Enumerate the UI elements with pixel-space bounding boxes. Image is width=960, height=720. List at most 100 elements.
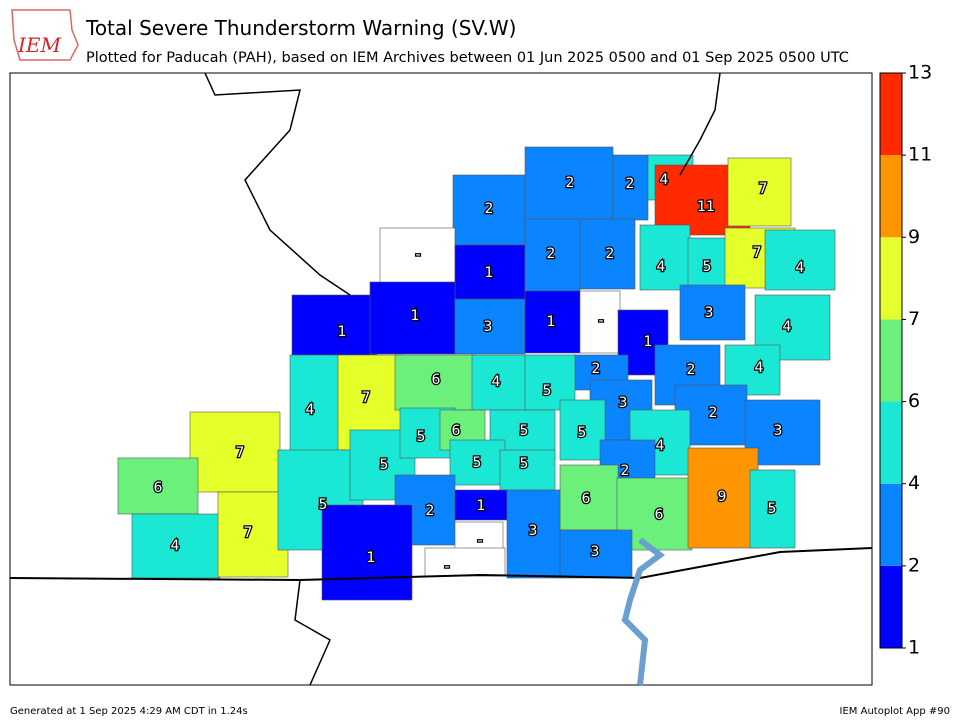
logo-outline [11,9,79,61]
county-label: 4 [755,360,764,376]
county-label: 5 [543,383,552,399]
county-label: 4 [660,172,669,188]
county-label: 6 [582,491,591,507]
county [379,227,456,284]
county-label: 5 [520,423,529,439]
county [639,224,691,291]
colorbar-segment [880,483,902,566]
colorbar: 1 2 4 6 7 9 11 13 [879,62,932,659]
county-label: 2 [426,503,435,519]
county [727,157,792,227]
county-label: 1 [338,324,347,340]
colorbar-segment [880,73,902,156]
county-label: 2 [547,246,556,262]
county-label: 1 [477,498,486,514]
county-label: 4 [306,402,315,418]
county [454,298,526,355]
county [579,290,621,354]
colorbar-tick-label: 9 [908,226,920,248]
county [454,244,526,301]
county [679,284,746,341]
county [559,399,606,461]
county-label: 2 [566,175,575,191]
county [524,290,581,354]
county-label: 1 [411,308,420,324]
county-label: 6 [432,372,441,388]
footer-left: Generated at 1 Sep 2025 4:29 AM CDT in 1… [10,706,248,717]
county-label: 4 [492,374,501,390]
colorbar-segment [880,319,902,402]
river [621,537,665,686]
county-label: 7 [753,245,762,261]
state-border [204,72,721,686]
colorbar-tick-label: 7 [908,308,920,330]
colorbar-frame [879,72,903,649]
county-label: 3 [705,305,714,321]
county [321,504,413,601]
county-label: 5 [417,429,426,445]
county-label: 2 [687,362,696,378]
colorbar-segment [880,155,902,238]
county [452,174,526,246]
colorbar-tick-label: 1 [908,637,920,659]
colorbar-tick-label: 13 [908,62,932,84]
county [369,281,456,355]
county-label: 11 [697,199,715,215]
title: Total Severe Thunderstorm Warning (SV.W) [85,16,516,40]
county-label: 4 [783,319,792,335]
county-label: - [444,559,449,575]
county-label: - [598,313,603,329]
county-label: 5 [380,457,389,473]
county [189,411,281,493]
county-label: 7 [244,525,253,541]
state-border [9,547,873,582]
county-label: 5 [319,497,328,513]
county [524,218,581,292]
county-label: 1 [485,265,494,281]
county-label: 7 [236,445,245,461]
colorbar-segment [880,401,902,484]
county-label: 7 [759,181,768,197]
county [764,229,836,291]
colorbar-segment [880,237,902,320]
county [131,513,221,579]
county-label: 2 [709,405,718,421]
county-label: 1 [644,334,653,350]
county-label: - [415,247,420,263]
county-label: 2 [626,176,635,192]
county [687,447,759,549]
county-label: 5 [520,456,529,472]
county [424,547,506,577]
county-label: 9 [718,489,727,505]
subtitle: Plotted for Paducah (PAH), based on IEM … [86,50,849,66]
county [217,491,289,578]
county-label: 4 [657,259,666,275]
county-label: 2 [621,463,630,479]
county [291,294,378,356]
colorbar-segment [880,565,902,648]
county [687,237,729,294]
county [506,489,561,579]
county [117,457,199,515]
logo: IEM [17,33,62,57]
county-label: 5 [473,455,482,471]
county-label: 3 [529,523,538,539]
county-label: 3 [591,544,600,560]
county-label: 5 [578,425,587,441]
county-label: 6 [655,507,664,523]
colorbar-tick-label: 2 [908,554,920,576]
county [394,354,476,411]
footer-right: IEM Autoplot App #90 [840,706,950,717]
county-label: 7 [362,390,371,406]
county-label: 2 [606,246,615,262]
county [471,354,528,411]
county-label: 3 [484,319,493,335]
colorbar-tick-label: 11 [908,144,932,166]
county-label: 5 [703,259,712,275]
county [579,218,636,290]
county-label: - [477,533,482,549]
county-label: 3 [619,395,628,411]
county-label: 1 [547,314,556,330]
